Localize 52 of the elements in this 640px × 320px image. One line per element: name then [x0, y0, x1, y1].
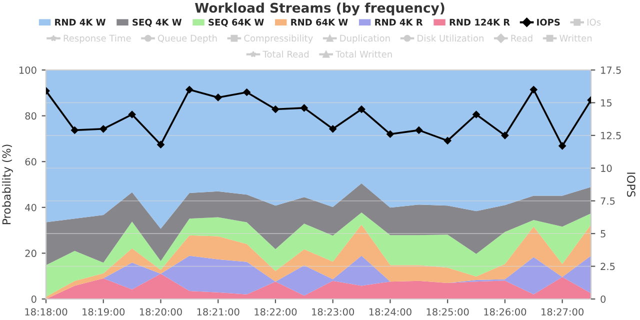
y2-tick-label: 5 — [600, 230, 606, 238]
y-tick-label: 0 — [31, 295, 36, 303]
legend-label: RND 4K R — [375, 18, 423, 26]
point — [100, 125, 108, 133]
point — [71, 126, 78, 134]
x-tick-label: 18:26:00 — [484, 308, 526, 316]
point — [300, 104, 308, 112]
legend-label: RND 4K W — [55, 18, 106, 26]
x-tick-label: 18:20:00 — [140, 308, 182, 316]
x-tick-label: 18:18:00 — [25, 308, 68, 316]
y2-tick-label: 0 — [600, 295, 606, 303]
x-tick-label: 18:19:00 — [82, 308, 125, 316]
legend-label: SEQ 4K W — [132, 18, 182, 27]
y-tick-label: 100 — [19, 66, 36, 74]
legend-label: IOPS — [537, 18, 560, 26]
point — [501, 132, 509, 140]
point — [329, 125, 336, 133]
x-tick-label: 18:21:00 — [197, 308, 240, 316]
y2-tick-label: 17.5 — [601, 66, 621, 74]
point — [558, 142, 566, 150]
legend-label: SEQ 64K W — [208, 18, 264, 27]
y-tick-label: 60 — [25, 158, 36, 166]
y-tick-label: 40 — [25, 204, 36, 212]
point — [472, 110, 480, 118]
x-tick-label: 18:23:00 — [312, 308, 354, 316]
x-tick-label: 18:22:00 — [254, 308, 297, 316]
y2-tick-label: 12.5 — [601, 132, 621, 140]
point — [415, 126, 423, 134]
point — [444, 137, 452, 144]
x-tick-label: 18:24:00 — [369, 308, 412, 316]
point — [157, 140, 164, 148]
point — [358, 106, 366, 113]
chart-title: Workload Streams (by frequency) — [194, 2, 444, 16]
y2-tick-label: 10 — [601, 164, 612, 172]
x-tick-label: 18:25:00 — [426, 308, 469, 316]
point — [186, 86, 194, 94]
point — [214, 94, 222, 102]
y2-tick-label: 7.5 — [600, 197, 615, 205]
point — [386, 130, 394, 138]
y2-tick-label: 2.5 — [600, 262, 615, 270]
point — [272, 106, 280, 113]
legend-label: RND 124K R — [450, 18, 510, 26]
y2-tick-label: 15 — [601, 99, 612, 107]
y-tick-label: 80 — [25, 112, 36, 120]
legend-label: RND 64K W — [291, 18, 348, 26]
y2-axis-title: IOPS — [626, 172, 636, 197]
point — [530, 86, 538, 94]
point — [128, 110, 136, 118]
y-tick-label: 20 — [25, 250, 36, 258]
x-tick-label: 18:27:00 — [542, 308, 584, 316]
y-axis-title: Probability (%) — [2, 144, 13, 224]
point — [243, 88, 250, 96]
